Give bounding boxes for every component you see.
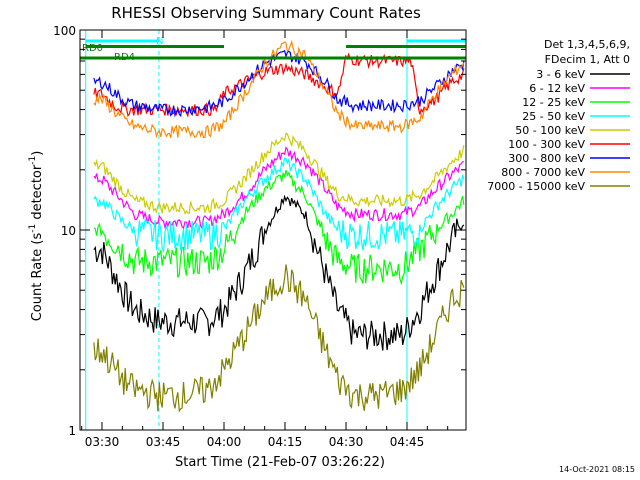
- x-tick-label-2: 04:00: [207, 435, 242, 449]
- y-tick-label-2: 100: [53, 24, 76, 38]
- series-line-5: [93, 52, 465, 118]
- generation-timestamp: 14-Oct-2021 08:15: [559, 465, 635, 474]
- annotation-rd4: RD4: [114, 52, 135, 63]
- plot-area: RD0 RD4 N: [80, 30, 467, 430]
- legend-label-5: 100 - 300 keV: [508, 138, 585, 151]
- chart-title: RHESSI Observing Summary Count Rates: [111, 4, 421, 22]
- series-line-8: [93, 264, 465, 413]
- legend-label-0: 3 - 6 keV: [536, 68, 585, 81]
- annotation-rd0: RD0: [82, 43, 103, 54]
- x-axis-label: Start Time (21-Feb-07 03:26:22): [175, 455, 385, 470]
- y-axis-label-main: Count Rate (s: [30, 233, 45, 322]
- x-tick-label-0: 03:30: [85, 435, 120, 449]
- y-tick-label-1: 10: [61, 224, 76, 238]
- legend-label-2: 12 - 25 keV: [522, 96, 585, 109]
- series-line-2: [93, 170, 465, 286]
- x-tick-label-5: 04:45: [390, 435, 425, 449]
- series-line-7: [93, 39, 465, 139]
- series-line-0: [93, 194, 465, 351]
- legend-label-4: 50 - 100 keV: [515, 124, 585, 137]
- x-tick-label-1: 03:45: [146, 435, 181, 449]
- legend-label-8: 7000 - 15000 keV: [487, 180, 585, 193]
- x-tick-label-4: 04:30: [329, 435, 364, 449]
- legend-header-detectors: Det 1,3,4,5,6,9,: [544, 38, 630, 51]
- y-axis-label: Count Rate (s-1 detector-1): [28, 151, 45, 322]
- y-axis-label-sup2: -1: [28, 156, 38, 165]
- y-tick-label-0: 1: [68, 424, 76, 438]
- y-axis-label-mid: detector: [30, 164, 45, 224]
- series-line-6: [93, 49, 465, 118]
- y-axis-label-sup1: -1: [28, 224, 38, 233]
- legend-label-6: 300 - 800 keV: [508, 152, 585, 165]
- legend-header-fdecim: FDecim 1, Att 0: [545, 53, 630, 66]
- legend-label-3: 25 - 50 keV: [522, 110, 585, 123]
- legend-label-1: 6 - 12 keV: [529, 82, 585, 95]
- annotation-n: N: [156, 36, 163, 47]
- x-tick-label-3: 04:15: [268, 435, 303, 449]
- y-axis-label-end: ): [30, 151, 45, 156]
- series-line-3: [93, 157, 465, 254]
- series-line-4: [93, 132, 465, 215]
- axis-ticks: 03:30 03:45 04:00 04:15 04:30 04:45 1 10 100: [53, 24, 466, 449]
- legend-label-7: 800 - 7000 keV: [501, 166, 585, 179]
